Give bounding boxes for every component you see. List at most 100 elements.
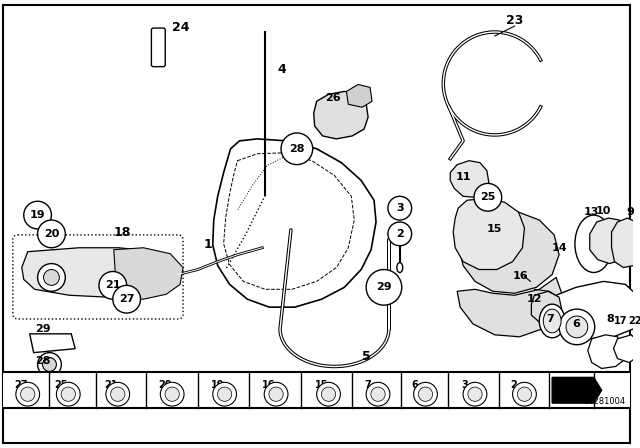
Text: 23: 23 (506, 13, 524, 26)
Polygon shape (314, 91, 368, 139)
Circle shape (474, 183, 502, 211)
FancyBboxPatch shape (13, 235, 183, 319)
Polygon shape (212, 139, 376, 307)
Text: 2: 2 (511, 380, 517, 390)
Text: 6: 6 (572, 319, 580, 329)
Text: 15: 15 (487, 224, 502, 234)
Text: 10: 10 (596, 206, 611, 216)
Circle shape (321, 387, 335, 401)
Polygon shape (590, 218, 627, 263)
Circle shape (38, 263, 65, 291)
Text: 5: 5 (362, 350, 371, 363)
Text: 27: 27 (119, 294, 134, 304)
Circle shape (61, 387, 76, 401)
Circle shape (388, 222, 412, 246)
Text: 12: 12 (527, 294, 542, 304)
Circle shape (42, 358, 56, 371)
Circle shape (559, 309, 595, 345)
FancyBboxPatch shape (152, 28, 165, 67)
Circle shape (463, 382, 487, 406)
Polygon shape (453, 198, 524, 270)
Circle shape (20, 387, 35, 401)
Circle shape (366, 382, 390, 406)
Text: 18: 18 (114, 226, 131, 239)
Bar (3, 372, 630, 408)
Text: 27: 27 (14, 380, 28, 390)
Polygon shape (29, 334, 76, 353)
Text: 29: 29 (35, 324, 51, 334)
Text: 2: 2 (396, 229, 404, 239)
Circle shape (513, 382, 536, 406)
Text: 7: 7 (364, 380, 371, 390)
Circle shape (44, 270, 60, 285)
Circle shape (468, 387, 482, 401)
Text: 25: 25 (54, 380, 68, 390)
Polygon shape (459, 206, 559, 293)
Text: 3: 3 (396, 203, 404, 213)
Polygon shape (114, 248, 183, 299)
Text: 7: 7 (547, 314, 554, 324)
Circle shape (517, 387, 532, 401)
Circle shape (111, 387, 125, 401)
Circle shape (317, 382, 340, 406)
Text: 19: 19 (30, 210, 45, 220)
Circle shape (281, 133, 313, 164)
Ellipse shape (575, 215, 612, 272)
Text: 20: 20 (158, 380, 172, 390)
Text: 6: 6 (412, 380, 419, 390)
Circle shape (106, 382, 130, 406)
Circle shape (413, 382, 437, 406)
Circle shape (113, 285, 141, 313)
Circle shape (99, 271, 127, 299)
Circle shape (218, 387, 232, 401)
Text: 25: 25 (480, 192, 495, 202)
Text: 9: 9 (627, 207, 634, 217)
Circle shape (371, 387, 385, 401)
Circle shape (264, 382, 288, 406)
Text: 16: 16 (513, 271, 528, 281)
Polygon shape (550, 281, 639, 339)
Text: 8: 8 (607, 314, 614, 324)
Text: 11: 11 (455, 172, 471, 182)
Text: 4: 4 (278, 63, 286, 76)
Text: 22: 22 (628, 316, 640, 326)
Polygon shape (588, 335, 623, 368)
Polygon shape (552, 377, 602, 403)
Circle shape (366, 270, 402, 305)
Polygon shape (346, 85, 372, 107)
Text: 15: 15 (315, 380, 328, 390)
Circle shape (24, 201, 51, 229)
Text: 14: 14 (551, 243, 567, 253)
Text: 29: 29 (376, 282, 392, 293)
Text: 00281004: 00281004 (583, 397, 625, 406)
Bar (556, 380, 594, 400)
Text: 20: 20 (44, 229, 59, 239)
Text: 17: 17 (614, 316, 627, 326)
Circle shape (269, 387, 284, 401)
Circle shape (566, 316, 588, 338)
Text: 1: 1 (204, 238, 212, 251)
Circle shape (38, 220, 65, 248)
Text: 19: 19 (211, 380, 224, 390)
Circle shape (212, 382, 237, 406)
Circle shape (38, 353, 61, 376)
Text: 13: 13 (584, 207, 600, 217)
Circle shape (165, 387, 179, 401)
Text: 16: 16 (262, 380, 276, 390)
Ellipse shape (397, 263, 403, 272)
Polygon shape (531, 291, 562, 323)
Circle shape (388, 196, 412, 220)
Polygon shape (614, 335, 637, 362)
Circle shape (16, 382, 40, 406)
Circle shape (56, 382, 80, 406)
Polygon shape (451, 161, 489, 197)
Circle shape (160, 382, 184, 406)
Text: 3: 3 (461, 380, 468, 390)
Ellipse shape (543, 309, 561, 333)
Text: 28: 28 (35, 356, 50, 366)
Text: 26: 26 (324, 93, 340, 103)
Circle shape (419, 387, 433, 401)
Polygon shape (612, 218, 639, 267)
Text: 21: 21 (104, 380, 117, 390)
Text: 24: 24 (172, 21, 190, 34)
